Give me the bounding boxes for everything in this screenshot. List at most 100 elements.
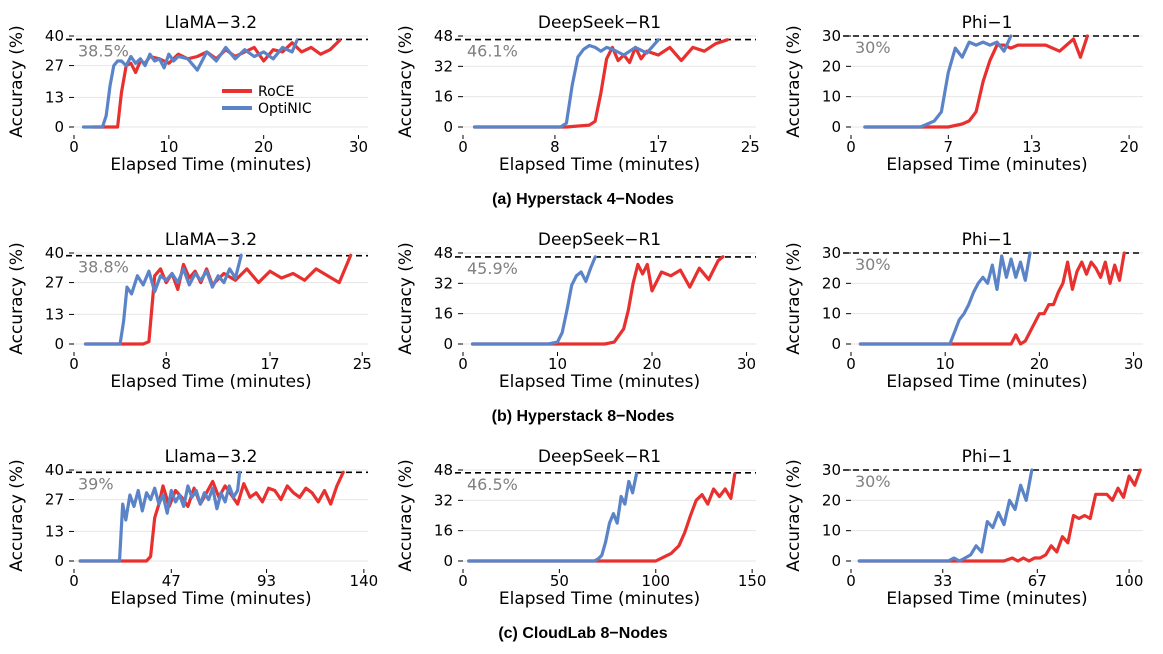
x-tick-label: 0 — [69, 572, 79, 590]
x-tick-label: 0 — [458, 138, 468, 156]
y-tick-label: 30 — [822, 27, 841, 45]
y-tick-label: 13 — [45, 522, 64, 540]
series-line-roce — [857, 468, 1142, 563]
series-line-optinic — [863, 34, 1013, 129]
x-tick-label: 100 — [641, 572, 670, 590]
x-tick-label: 8 — [550, 138, 560, 156]
y-tick-label: 30 — [822, 461, 841, 479]
x-tick-label: 0 — [69, 355, 79, 373]
target-label: 45.9% — [467, 259, 518, 278]
series-line-optinic — [472, 38, 660, 129]
target-label: 30% — [855, 255, 891, 274]
x-axis-label: Elapsed Time (minutes) — [110, 372, 311, 392]
chart-title: Llama−3.2 — [165, 447, 258, 467]
x-axis-label: Elapsed Time (minutes) — [499, 155, 700, 175]
x-tick-label: 10 — [936, 355, 955, 373]
y-axis-label: Accuracy (%) — [7, 459, 27, 571]
series-line-optinic — [83, 253, 243, 346]
y-tick-label: 0 — [443, 552, 453, 570]
x-tick-label: 30 — [737, 355, 756, 373]
y-tick-label: 10 — [822, 305, 841, 323]
target-label: 38.8% — [78, 258, 129, 277]
caption-a: (a) Hyperstack 4−Nodes — [492, 191, 674, 208]
y-tick-label: 40 — [45, 461, 64, 479]
target-label: 38.5% — [78, 41, 129, 60]
x-axis-label: Elapsed Time (minutes) — [886, 372, 1087, 392]
series-line-optinic — [78, 470, 242, 563]
y-tick-label: 16 — [434, 522, 453, 540]
target-label: 46.1% — [467, 42, 518, 61]
y-tick-label: 48 — [434, 244, 453, 262]
y-tick-label: 20 — [822, 274, 841, 292]
y-axis-label: Accuracy (%) — [396, 242, 416, 354]
series-line-roce — [83, 253, 353, 346]
x-axis-label: Elapsed Time (minutes) — [499, 589, 700, 609]
y-axis-label: Accuracy (%) — [396, 25, 416, 137]
x-tick-label: 50 — [550, 572, 569, 590]
chart-panel-1: 38.5% 0 13 27 40 0 10 20 30 LlaMA−3.2 Elapsed Time… — [7, 13, 368, 175]
y-tick-label: 0 — [54, 552, 64, 570]
x-tick-label: 10 — [548, 355, 567, 373]
x-axis-label: Elapsed Time (minutes) — [886, 589, 1087, 609]
target-label: 30% — [855, 472, 891, 491]
y-tick-label: 0 — [443, 118, 453, 136]
chart-title: LlaMA−3.2 — [165, 13, 257, 33]
series-line-roce — [470, 255, 725, 346]
y-axis-label: Accuracy (%) — [784, 459, 804, 571]
y-tick-label: 10 — [822, 522, 841, 540]
y-axis-label: Accuracy (%) — [784, 242, 804, 354]
legend-label-optinic: OptiNIC — [258, 101, 312, 117]
x-tick-label: 0 — [69, 138, 79, 156]
y-tick-label: 13 — [45, 88, 64, 106]
target-label: 30% — [855, 38, 891, 57]
y-tick-label: 40 — [45, 244, 64, 262]
y-axis-label: Accuracy (%) — [784, 25, 804, 137]
chart-panel-3: 30% 0 10 20 30 0 7 13 20 Phi−1 Elapsed Time (minut… — [784, 13, 1143, 175]
y-tick-label: 16 — [434, 88, 453, 106]
series-line-optinic — [81, 38, 299, 129]
x-tick-label: 7 — [944, 138, 954, 156]
x-tick-label: 20 — [1030, 355, 1049, 373]
y-tick-label: 30 — [822, 244, 841, 262]
chart-title: LlaMA−3.2 — [165, 230, 257, 250]
x-tick-label: 17 — [260, 355, 279, 373]
chart-panel-2: 46.1% 0 16 32 48 0 8 17 25 DeepSeek−R1 Elapsed Tim… — [396, 13, 760, 175]
y-tick-label: 0 — [54, 118, 64, 136]
x-tick-label: 150 — [738, 572, 767, 590]
series-line-optinic — [858, 251, 1032, 346]
x-axis-label: Elapsed Time (minutes) — [110, 589, 311, 609]
chart-panel-5: 45.9% 0 16 32 48 0 10 20 30 DeepSeek−R1 Elapsed Ti… — [396, 230, 756, 392]
x-tick-label: 25 — [353, 355, 372, 373]
chart-title: Phi−1 — [962, 447, 1013, 467]
series-line-optinic — [467, 472, 639, 563]
x-tick-label: 10 — [159, 138, 178, 156]
y-tick-label: 40 — [45, 27, 64, 45]
y-tick-label: 27 — [45, 274, 64, 292]
x-tick-label: 0 — [846, 355, 856, 373]
x-tick-label: 30 — [349, 138, 368, 156]
x-tick-label: 17 — [649, 138, 668, 156]
x-axis-label: Elapsed Time (minutes) — [110, 155, 311, 175]
y-tick-label: 10 — [822, 88, 841, 106]
chart-title: DeepSeek−R1 — [538, 447, 661, 467]
y-tick-label: 0 — [54, 335, 64, 353]
y-axis-label: Accuracy (%) — [7, 25, 27, 137]
y-tick-label: 0 — [831, 552, 841, 570]
chart-title: Phi−1 — [962, 13, 1013, 33]
target-label: 39% — [78, 474, 114, 493]
x-tick-label: 8 — [161, 355, 171, 373]
x-tick-label: 0 — [458, 355, 468, 373]
series-line-roce — [78, 470, 345, 563]
y-tick-label: 27 — [45, 57, 64, 75]
x-tick-label: 140 — [350, 572, 379, 590]
x-tick-label: 20 — [642, 355, 661, 373]
x-tick-label: 0 — [846, 572, 856, 590]
series-line-roce — [858, 251, 1126, 346]
y-tick-label: 20 — [822, 57, 841, 75]
y-tick-label: 13 — [45, 305, 64, 323]
y-tick-label: 0 — [831, 118, 841, 136]
series-line-roce — [472, 38, 729, 129]
chart-title: Phi−1 — [962, 230, 1013, 250]
series-line-roce — [863, 34, 1090, 129]
